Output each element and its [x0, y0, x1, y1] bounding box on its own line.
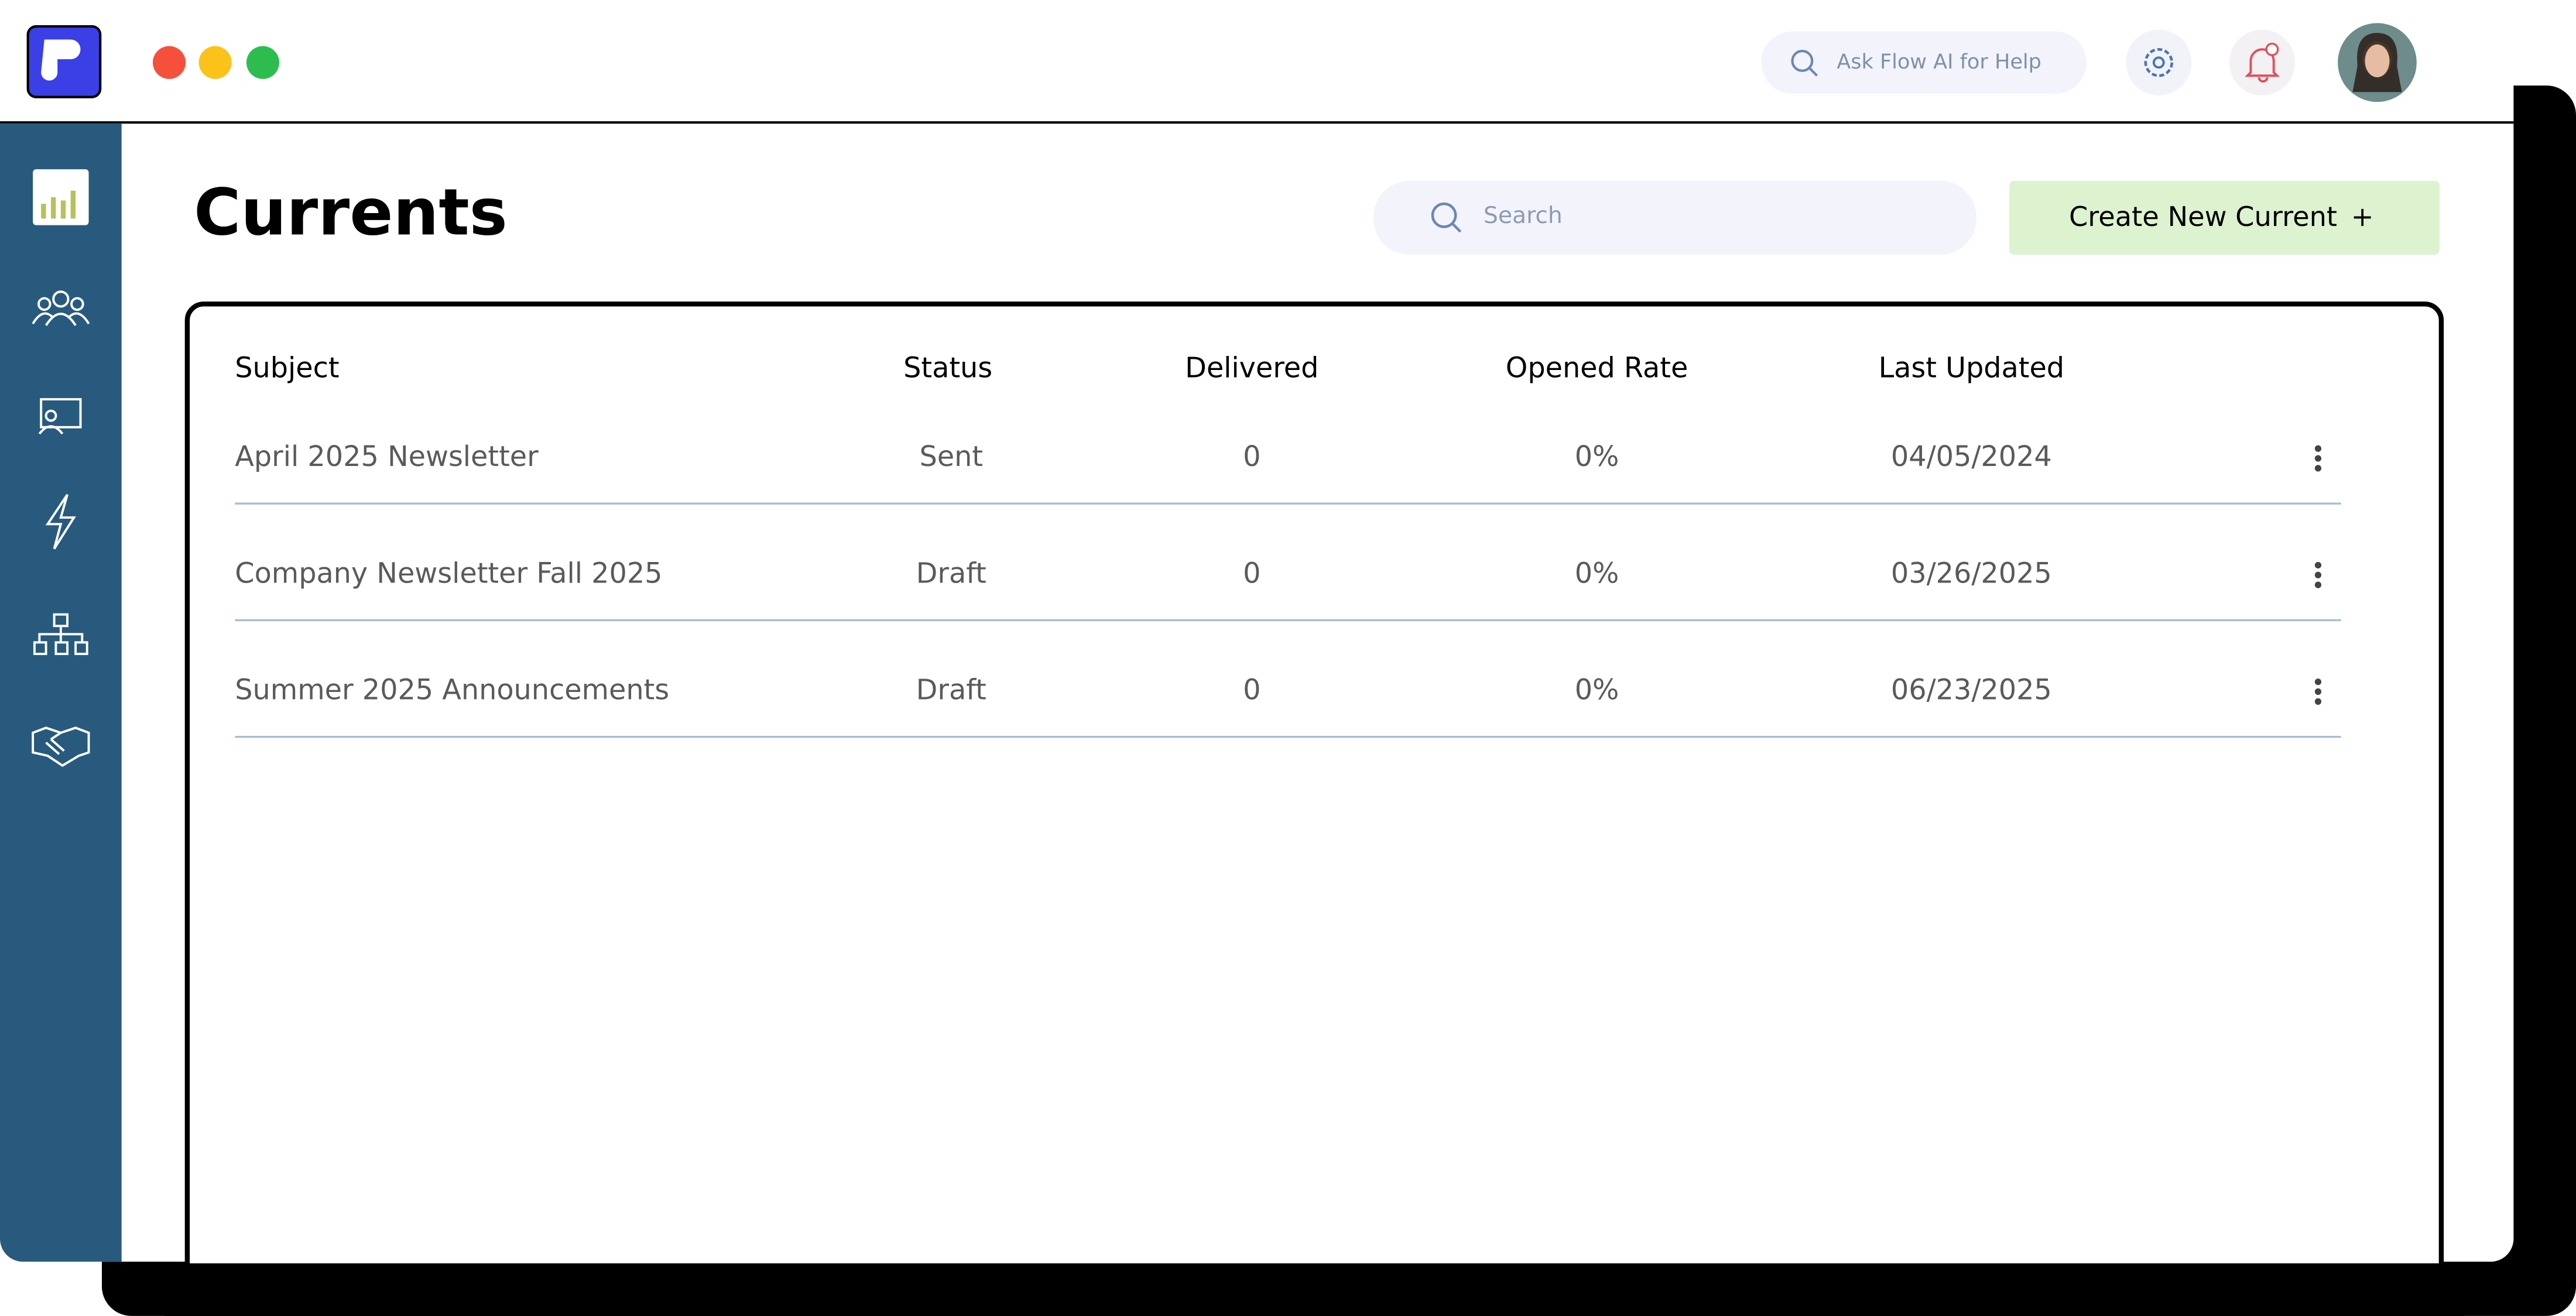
- column-header: Delivered: [1185, 352, 1318, 385]
- nav-currents[interactable]: [45, 493, 76, 550]
- kebab-dot: [2314, 678, 2322, 686]
- window-top: [0, 0, 2514, 66]
- notifications-button[interactable]: [2229, 29, 2296, 95]
- kebab-dot: [2314, 571, 2322, 578]
- avatar-skin: [2365, 44, 2390, 78]
- card-bottom-shadow: [164, 1263, 2465, 1316]
- gear-icon: [2144, 48, 2173, 77]
- kebab-dot: [2314, 561, 2322, 569]
- table-cell: Summer 2025 Announcements: [235, 674, 669, 707]
- nav-people[interactable]: [32, 290, 90, 326]
- ai-search-placeholder: Ask Flow AI for Help: [1837, 50, 2041, 74]
- maximize-button[interactable]: [246, 46, 280, 79]
- table-cell: Company Newsletter Fall 2025: [235, 557, 662, 590]
- table-card: [184, 301, 2444, 1298]
- column-header: Opened Rate: [1506, 352, 1688, 385]
- row-menu-button[interactable]: [2314, 678, 2322, 705]
- column-header: Status: [903, 352, 992, 385]
- search-box[interactable]: [1373, 180, 1976, 255]
- kebab-dot: [2314, 688, 2322, 695]
- search-box-icon: [1431, 202, 1457, 228]
- sidebar: [0, 123, 122, 1262]
- nav-partners[interactable]: [32, 726, 90, 767]
- table-cell: 0: [1243, 557, 1260, 590]
- table-cell: 04/05/2024: [1891, 441, 2052, 473]
- ai-search[interactable]: [1761, 31, 2087, 94]
- row-menu-button[interactable]: [2314, 445, 2322, 472]
- gear-center: [2152, 56, 2165, 69]
- table-cell: Draft: [916, 674, 986, 707]
- create-button-icon: +: [2351, 201, 2374, 232]
- table-cell: 06/23/2025: [1891, 674, 2052, 707]
- search-icon: [1791, 50, 1814, 72]
- nav-org-chart[interactable]: [33, 613, 88, 655]
- row-menu-button[interactable]: [2314, 561, 2322, 588]
- table-cell: 0%: [1575, 557, 1619, 590]
- kebab-dot: [2314, 698, 2322, 705]
- table-row: Company Newsletter Fall 2025 Draft 0 0% 03/2…: [235, 557, 2341, 622]
- table-cell: 0%: [1575, 674, 1619, 707]
- table-cell: Draft: [916, 557, 986, 590]
- page-title: Currents: [194, 174, 508, 249]
- table-cell: 0%: [1575, 441, 1619, 473]
- kebab-dot: [2314, 445, 2322, 452]
- nav-icons: [32, 290, 90, 767]
- nav-dashboard-icon: [41, 190, 76, 219]
- search-icon-handle: [1808, 67, 1818, 77]
- column-header: Last Updated: [1879, 352, 2064, 385]
- search-box-icon-handle: [1451, 222, 1462, 233]
- create-button-label: Create New Current: [2069, 201, 2337, 232]
- bell-dot: [2265, 42, 2279, 56]
- table-cell: April 2025 Newsletter: [235, 441, 539, 473]
- table: Subject Status Delivered Opened Rate Last Up…: [235, 352, 2341, 738]
- column-header: Subject: [235, 352, 339, 385]
- search-placeholder: Search: [1484, 203, 1563, 229]
- close-button[interactable]: [152, 46, 186, 79]
- table-cell: 0: [1243, 674, 1260, 707]
- kebab-dot: [2314, 581, 2322, 588]
- logo-mark: [41, 39, 81, 81]
- table-cell: 0: [1243, 441, 1260, 473]
- table-cell: Sent: [919, 441, 983, 473]
- table-cell: 03/26/2025: [1891, 557, 2052, 590]
- kebab-dot: [2314, 455, 2322, 462]
- create-button[interactable]: [2009, 180, 2440, 255]
- table-row: Summer 2025 Announcements Draft 0 0% 06/23/2…: [235, 674, 2341, 738]
- settings-button[interactable]: [2126, 29, 2192, 95]
- table-row: April 2025 Newsletter Sent 0 0% 04/05/2024: [235, 441, 2341, 505]
- minimize-button[interactable]: [198, 46, 232, 79]
- kebab-dot: [2314, 465, 2322, 472]
- nav-presentation[interactable]: [38, 398, 82, 435]
- logo[interactable]: [26, 25, 102, 98]
